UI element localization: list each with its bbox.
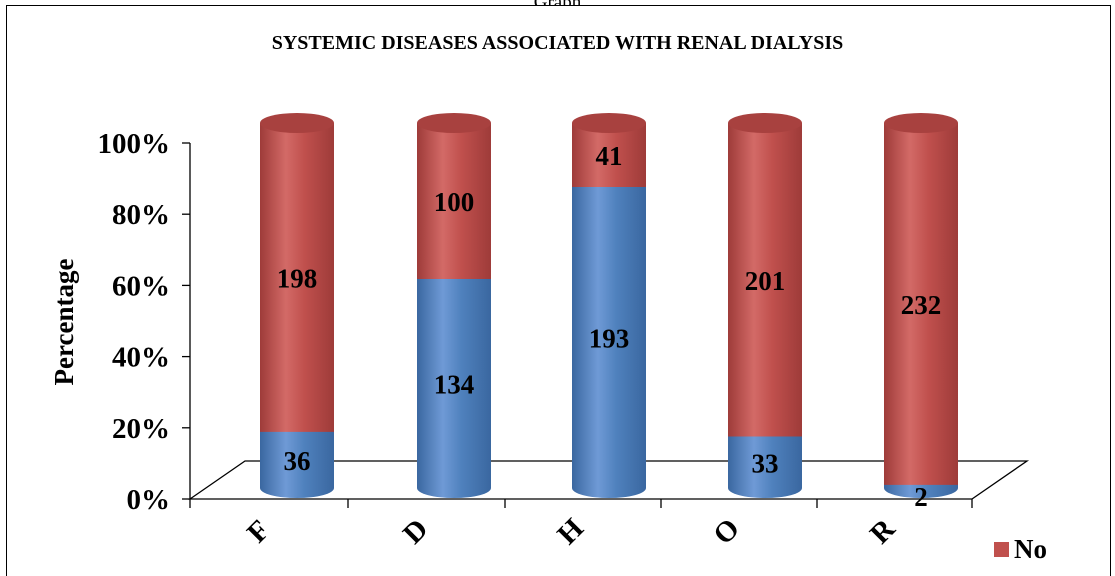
- legend: No: [994, 534, 1047, 565]
- data-label-no: 232: [901, 290, 942, 320]
- data-label-no: 41: [596, 141, 623, 171]
- legend-swatch-no: [994, 542, 1009, 557]
- bar-segment-yes: [572, 186, 646, 498]
- bar-segment-yes: [417, 278, 491, 498]
- bar-segment-yes: [260, 431, 334, 498]
- bar-segment-yes: [884, 484, 958, 498]
- legend-label-no: No: [1014, 534, 1047, 564]
- data-label-yes: 33: [752, 448, 779, 478]
- y-tick-label: 40%: [112, 342, 170, 374]
- bar-segment-no: [884, 113, 958, 495]
- y-tick-label: 60%: [112, 270, 170, 302]
- y-tick-label: 0%: [127, 484, 171, 516]
- x-category-label: R: [864, 512, 902, 550]
- bar-segment-no: [572, 113, 646, 197]
- data-label-no: 198: [277, 263, 318, 293]
- x-category-label: H: [551, 512, 590, 551]
- x-category-label: O: [707, 512, 746, 551]
- x-category-label: D: [397, 513, 434, 550]
- y-tick-label: 80%: [112, 199, 170, 231]
- x-category-label: F: [241, 514, 276, 549]
- data-label-yes: 134: [434, 369, 475, 399]
- data-label-no: 201: [745, 266, 786, 296]
- data-label-yes: 2: [914, 482, 928, 512]
- chart-title: SYSTEMIC DISEASES ASSOCIATED WITH RENAL …: [271, 32, 844, 54]
- chart-floor: [187, 460, 1030, 500]
- y-tick-label: 100%: [98, 128, 171, 160]
- bar-segment-no: [728, 113, 802, 447]
- bar-segment-no: [260, 113, 334, 442]
- data-label-yes: 193: [589, 323, 630, 353]
- data-label-no: 100: [434, 187, 475, 217]
- y-axis-label: Percentage: [49, 259, 79, 386]
- data-label-yes: 36: [284, 446, 311, 476]
- y-tick-label: 20%: [112, 413, 170, 445]
- bar-segment-yes: [728, 436, 802, 498]
- bar-segment-no: [417, 113, 491, 289]
